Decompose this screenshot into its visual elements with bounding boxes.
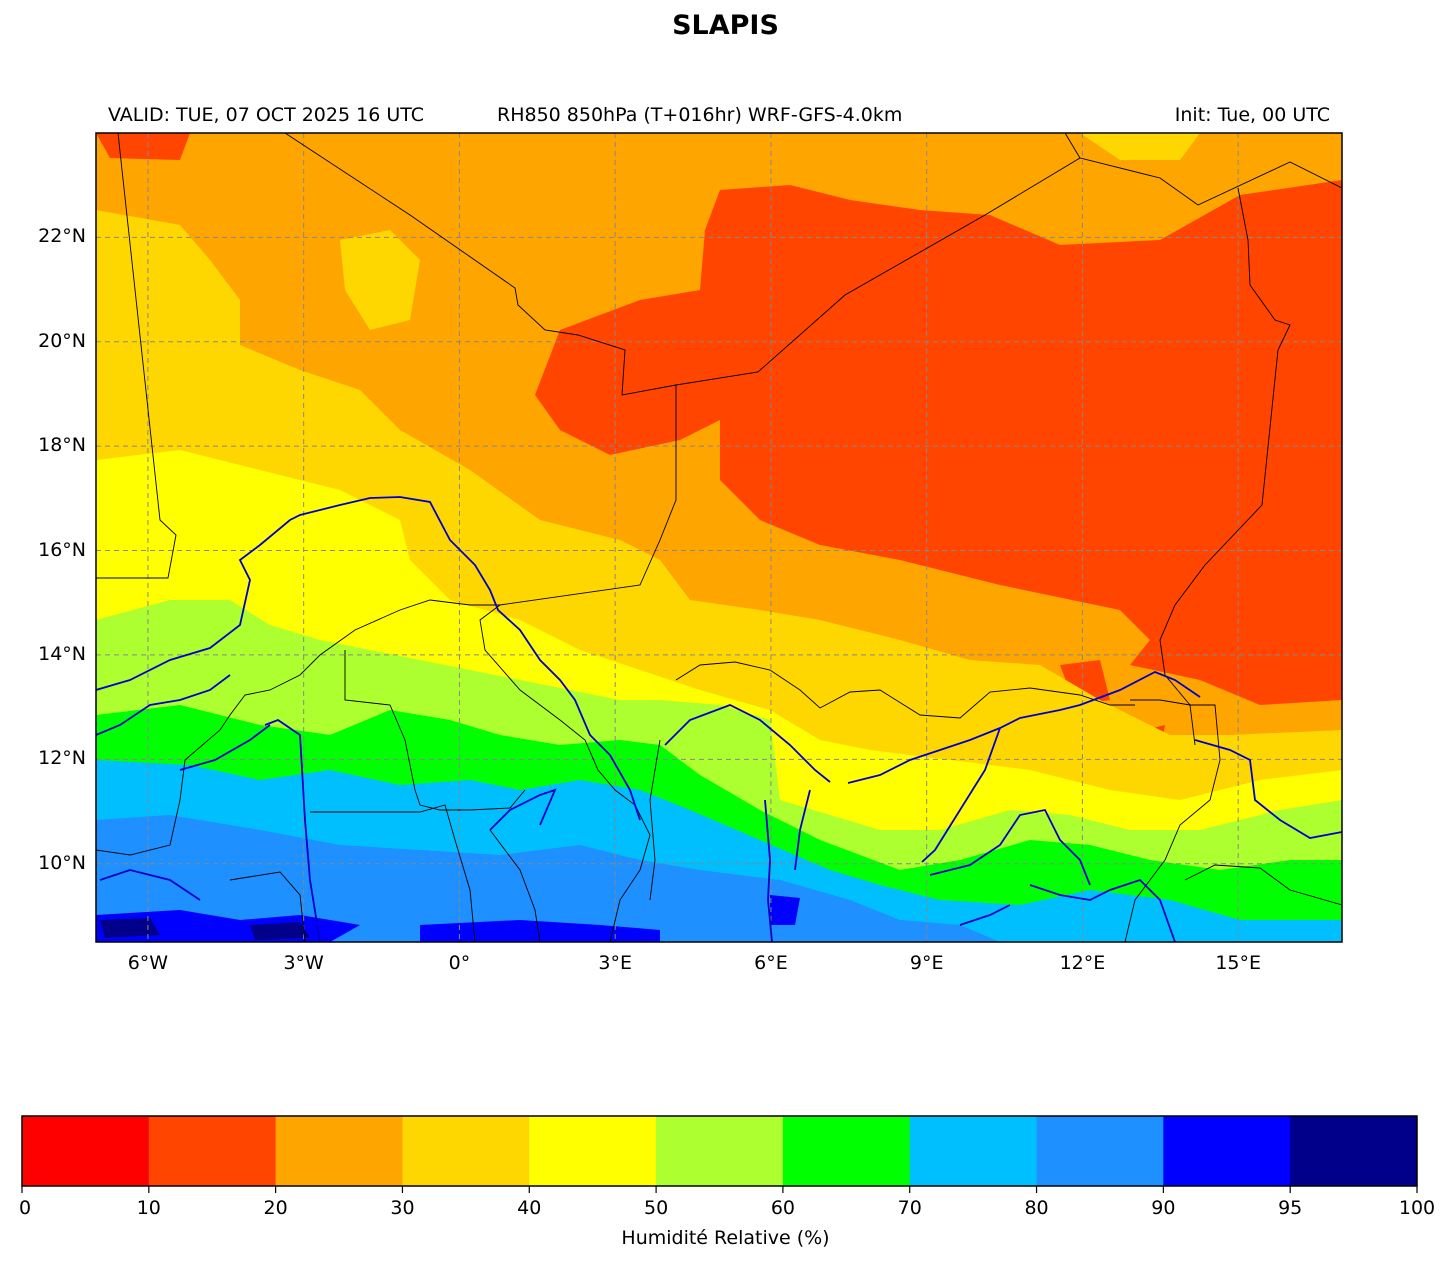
- rivers: [96, 496, 1342, 942]
- colorbar-tick-label: 40: [517, 1197, 542, 1219]
- colorbar-tick-label: 90: [1151, 1197, 1176, 1219]
- country-borders: [96, 133, 1342, 942]
- colorbar-swatch: [909, 1116, 1038, 1186]
- colorbar-swatch: [1163, 1116, 1291, 1186]
- colorbar-tick-label: 50: [643, 1197, 669, 1219]
- latitude-tick-label: 12°N: [38, 747, 86, 770]
- longitude-tick-label: 15°E: [1215, 952, 1261, 974]
- init-time-label: Init: Tue, 00 UTC: [1174, 104, 1330, 126]
- zone-10-20: [535, 180, 1342, 705]
- latitude-tick-label: 18°N: [38, 434, 86, 457]
- colorbar-tick-label: 100: [1398, 1197, 1436, 1219]
- longitude-tick-label: 3°E: [598, 952, 632, 974]
- humidity-field: [96, 133, 1342, 942]
- latitude-tick-label: 22°N: [38, 225, 86, 248]
- colorbar-frame: [21, 1115, 1418, 1187]
- colorbar-swatch: [656, 1116, 784, 1186]
- colorbar-swatch: [1036, 1116, 1164, 1186]
- colorbar-swatch: [22, 1116, 150, 1186]
- colorbar-swatch: [148, 1116, 277, 1186]
- longitude-tick-label: 3°W: [283, 952, 324, 974]
- longitude-tick-label: 0°: [448, 952, 471, 974]
- colorbar-tick-label: 0: [18, 1197, 32, 1219]
- colorbar-tick-label: 60: [770, 1197, 795, 1219]
- map-frame: [95, 132, 1343, 943]
- colorbar: [21, 1115, 1418, 1193]
- colorbar-swatch: [529, 1116, 657, 1186]
- map-title: SLAPIS: [672, 10, 779, 41]
- latitude-tick-label: 16°N: [38, 538, 86, 561]
- longitude-tick-label: 6°W: [127, 952, 169, 974]
- colorbar-swatch: [1290, 1116, 1418, 1186]
- colorbar-tick-label: 70: [897, 1197, 922, 1219]
- colorbar-tick-label: 30: [390, 1197, 415, 1219]
- longitude-tick-label: 12°E: [1059, 952, 1106, 974]
- gridlines: [96, 133, 1342, 942]
- colorbar-tick-label: 10: [136, 1197, 161, 1219]
- colorbar-tick-label: 95: [1278, 1197, 1303, 1219]
- colorbar-tick-label: 20: [263, 1197, 288, 1219]
- latitude-tick-label: 10°N: [38, 851, 86, 874]
- product-label: RH850 850hPa (T+016hr) WRF-GFS-4.0km: [497, 104, 903, 126]
- colorbar-swatch: [782, 1116, 911, 1186]
- valid-time-label: VALID: TUE, 07 OCT 2025 16 UTC: [108, 104, 424, 126]
- colorbar-label: Humidité Relative (%): [621, 1227, 830, 1249]
- colorbar-swatch: [275, 1116, 403, 1186]
- latitude-tick-label: 20°N: [38, 329, 86, 352]
- latitude-tick-label: 14°N: [38, 642, 86, 665]
- colorbar-tick-label: 80: [1024, 1197, 1049, 1219]
- colorbar-swatch: [402, 1116, 530, 1186]
- longitude-tick-label: 9°E: [909, 952, 944, 974]
- longitude-tick-label: 6°E: [754, 952, 788, 974]
